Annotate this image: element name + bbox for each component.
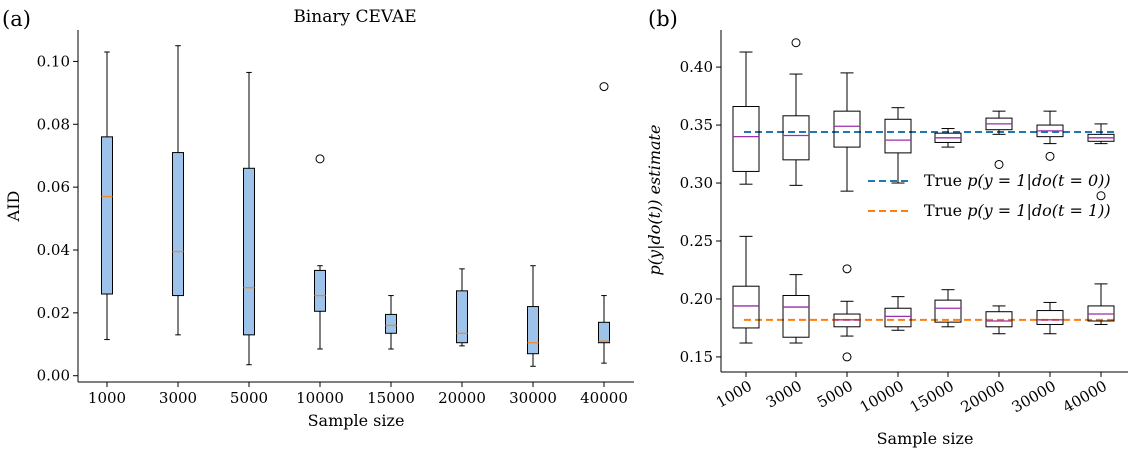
chart-a-y-tick-label: 0.06: [37, 178, 70, 196]
chart-a-box-15000-box: [385, 313, 397, 334]
chart-a-x-tick-label: 20000: [438, 389, 486, 407]
chart-a-y-tick-label: 0.04: [37, 241, 70, 259]
chart-a-y-label: AID: [4, 191, 23, 223]
chart-b-legend: True p(y = 1|do(t = 0))True p(y = 1|do(t…: [868, 171, 1111, 220]
chart-b-series-0-box-20000-outlier-0: [994, 159, 1004, 169]
chart-b-series-0-box-40000-outlier-0: [1096, 191, 1106, 201]
chart-a-y-tick-label: 0.00: [37, 367, 70, 385]
chart-b-y-tick-label: 0.30: [680, 174, 713, 192]
chart-b-series-1-box-5000-outlier-1: [842, 352, 852, 362]
chart-a-box-10000-box: [314, 269, 326, 312]
chart-a-x-tick-label: 5000: [230, 389, 268, 407]
panel-a-label: (a): [2, 7, 31, 31]
chart-b-series-0-box-5000-box: [833, 110, 861, 148]
chart-a-x-tick-label: 30000: [509, 389, 557, 407]
chart-a-x-tick-label: 15000: [367, 389, 415, 407]
chart-b-series-1-box-3000-box: [782, 294, 810, 338]
chart-b-series-1-box-30000-box: [1036, 310, 1064, 325]
legend-prefix: True: [924, 201, 967, 220]
chart-b-series-1-box-20000-box: [985, 311, 1013, 328]
chart-b-x-tick-label: 5000: [814, 377, 856, 412]
chart-a-box-3000-box: [172, 152, 184, 297]
legend-expression: p(y = 1|do(t = 0)): [967, 171, 1110, 190]
chart-a-x-tick-label: 40000: [580, 389, 628, 407]
chart-a-box-40000-box: [598, 321, 610, 344]
chart-b-x-tick-label: 40000: [1060, 377, 1110, 416]
legend-expression: p(y = 1|do(t = 1)): [967, 201, 1110, 220]
chart-a-x-tick-label: 3000: [159, 389, 197, 407]
chart-a-y-tick-label: 0.08: [37, 115, 70, 133]
chart-b-series-1-box-10000-box: [884, 307, 912, 328]
chart-a-title: Binary CEVAE: [293, 7, 416, 27]
chart-b-plot-area: [732, 38, 1115, 362]
chart-b-y-label: p(y|do(t)) estimate: [645, 125, 664, 276]
chart-a-x-label: Sample size: [308, 411, 405, 430]
chart-b-y-tick-label: 0.35: [680, 116, 713, 134]
chart-a-box-40000-outlier-0: [599, 82, 609, 92]
chart-b-series-1-box-15000-box: [934, 299, 962, 323]
chart-b-series-0-box-30000-outlier-0: [1045, 151, 1055, 161]
chart-a-box-5000-box: [243, 167, 255, 336]
chart-b-x-label: Sample size: [877, 429, 974, 448]
chart-b-x-tick-label: 1000: [713, 377, 755, 412]
chart-b: 0.15 0.20 0.25 0.30 0.35 0.40 1000 3000 5000 100…: [645, 30, 1128, 448]
chart-b-x-tick-label: 3000: [763, 377, 805, 412]
chart-b-series-0-box-1000-box: [732, 106, 760, 172]
chart-a-box-20000-box: [456, 290, 468, 344]
chart-b-x-tick-label: 30000: [1009, 377, 1059, 416]
chart-a-x-tick-label: 1000: [88, 389, 126, 407]
chart-a-y-tick-label: 0.10: [37, 52, 70, 70]
chart-b-y-ticks: 0.15 0.20 0.25 0.30 0.35 0.40: [680, 58, 721, 366]
chart-b-y-tick-label: 0.40: [680, 58, 713, 76]
chart-b-x-tick-label: 15000: [907, 377, 957, 416]
chart-b-series-1-box-1000-box: [732, 285, 760, 329]
chart-b-x-ticks: 1000 3000 5000 10000 15000 20000 30000 40000: [713, 372, 1110, 416]
chart-b-series-0-box-10000-box: [884, 118, 912, 154]
chart-a-box-1000-box: [101, 136, 113, 295]
chart-b-y-tick-label: 0.20: [680, 290, 713, 308]
chart-b-x-tick-label: 10000: [857, 377, 907, 416]
chart-a-plot-area: [101, 45, 610, 367]
legend-prefix: True: [924, 171, 967, 190]
chart-b-y-tick-label: 0.25: [680, 232, 713, 250]
panel-b-label: (b): [648, 7, 678, 31]
chart-a-x-tick-label: 10000: [296, 389, 344, 407]
chart-a-y-ticks: 0.00 0.02 0.04 0.06 0.08 0.10: [37, 52, 78, 385]
chart-b-y-tick-label: 0.15: [680, 348, 713, 366]
chart-b-series-0-box-3000-outlier-0: [791, 38, 801, 48]
chart-b-series-0-box-3000-box: [782, 115, 810, 161]
chart-b-legend-label-1: True p(y = 1|do(t = 1)): [924, 201, 1111, 220]
chart-a-x-ticks: 1000 3000 5000 10000 15000 20000 30000 40000: [88, 382, 628, 407]
chart-a: Binary CEVAE 0.00 0.02 0.04 0.06 0.08 0.10 10…: [4, 7, 634, 430]
chart-b-x-tick-label: 20000: [958, 377, 1008, 416]
chart-b-series-1-box-5000-outlier-0: [842, 264, 852, 274]
chart-a-box-30000-box: [527, 306, 539, 355]
chart-b-legend-label-0: True p(y = 1|do(t = 0)): [924, 171, 1111, 190]
chart-a-box-10000-outlier-0: [315, 154, 325, 164]
chart-a-y-tick-label: 0.02: [37, 304, 70, 322]
